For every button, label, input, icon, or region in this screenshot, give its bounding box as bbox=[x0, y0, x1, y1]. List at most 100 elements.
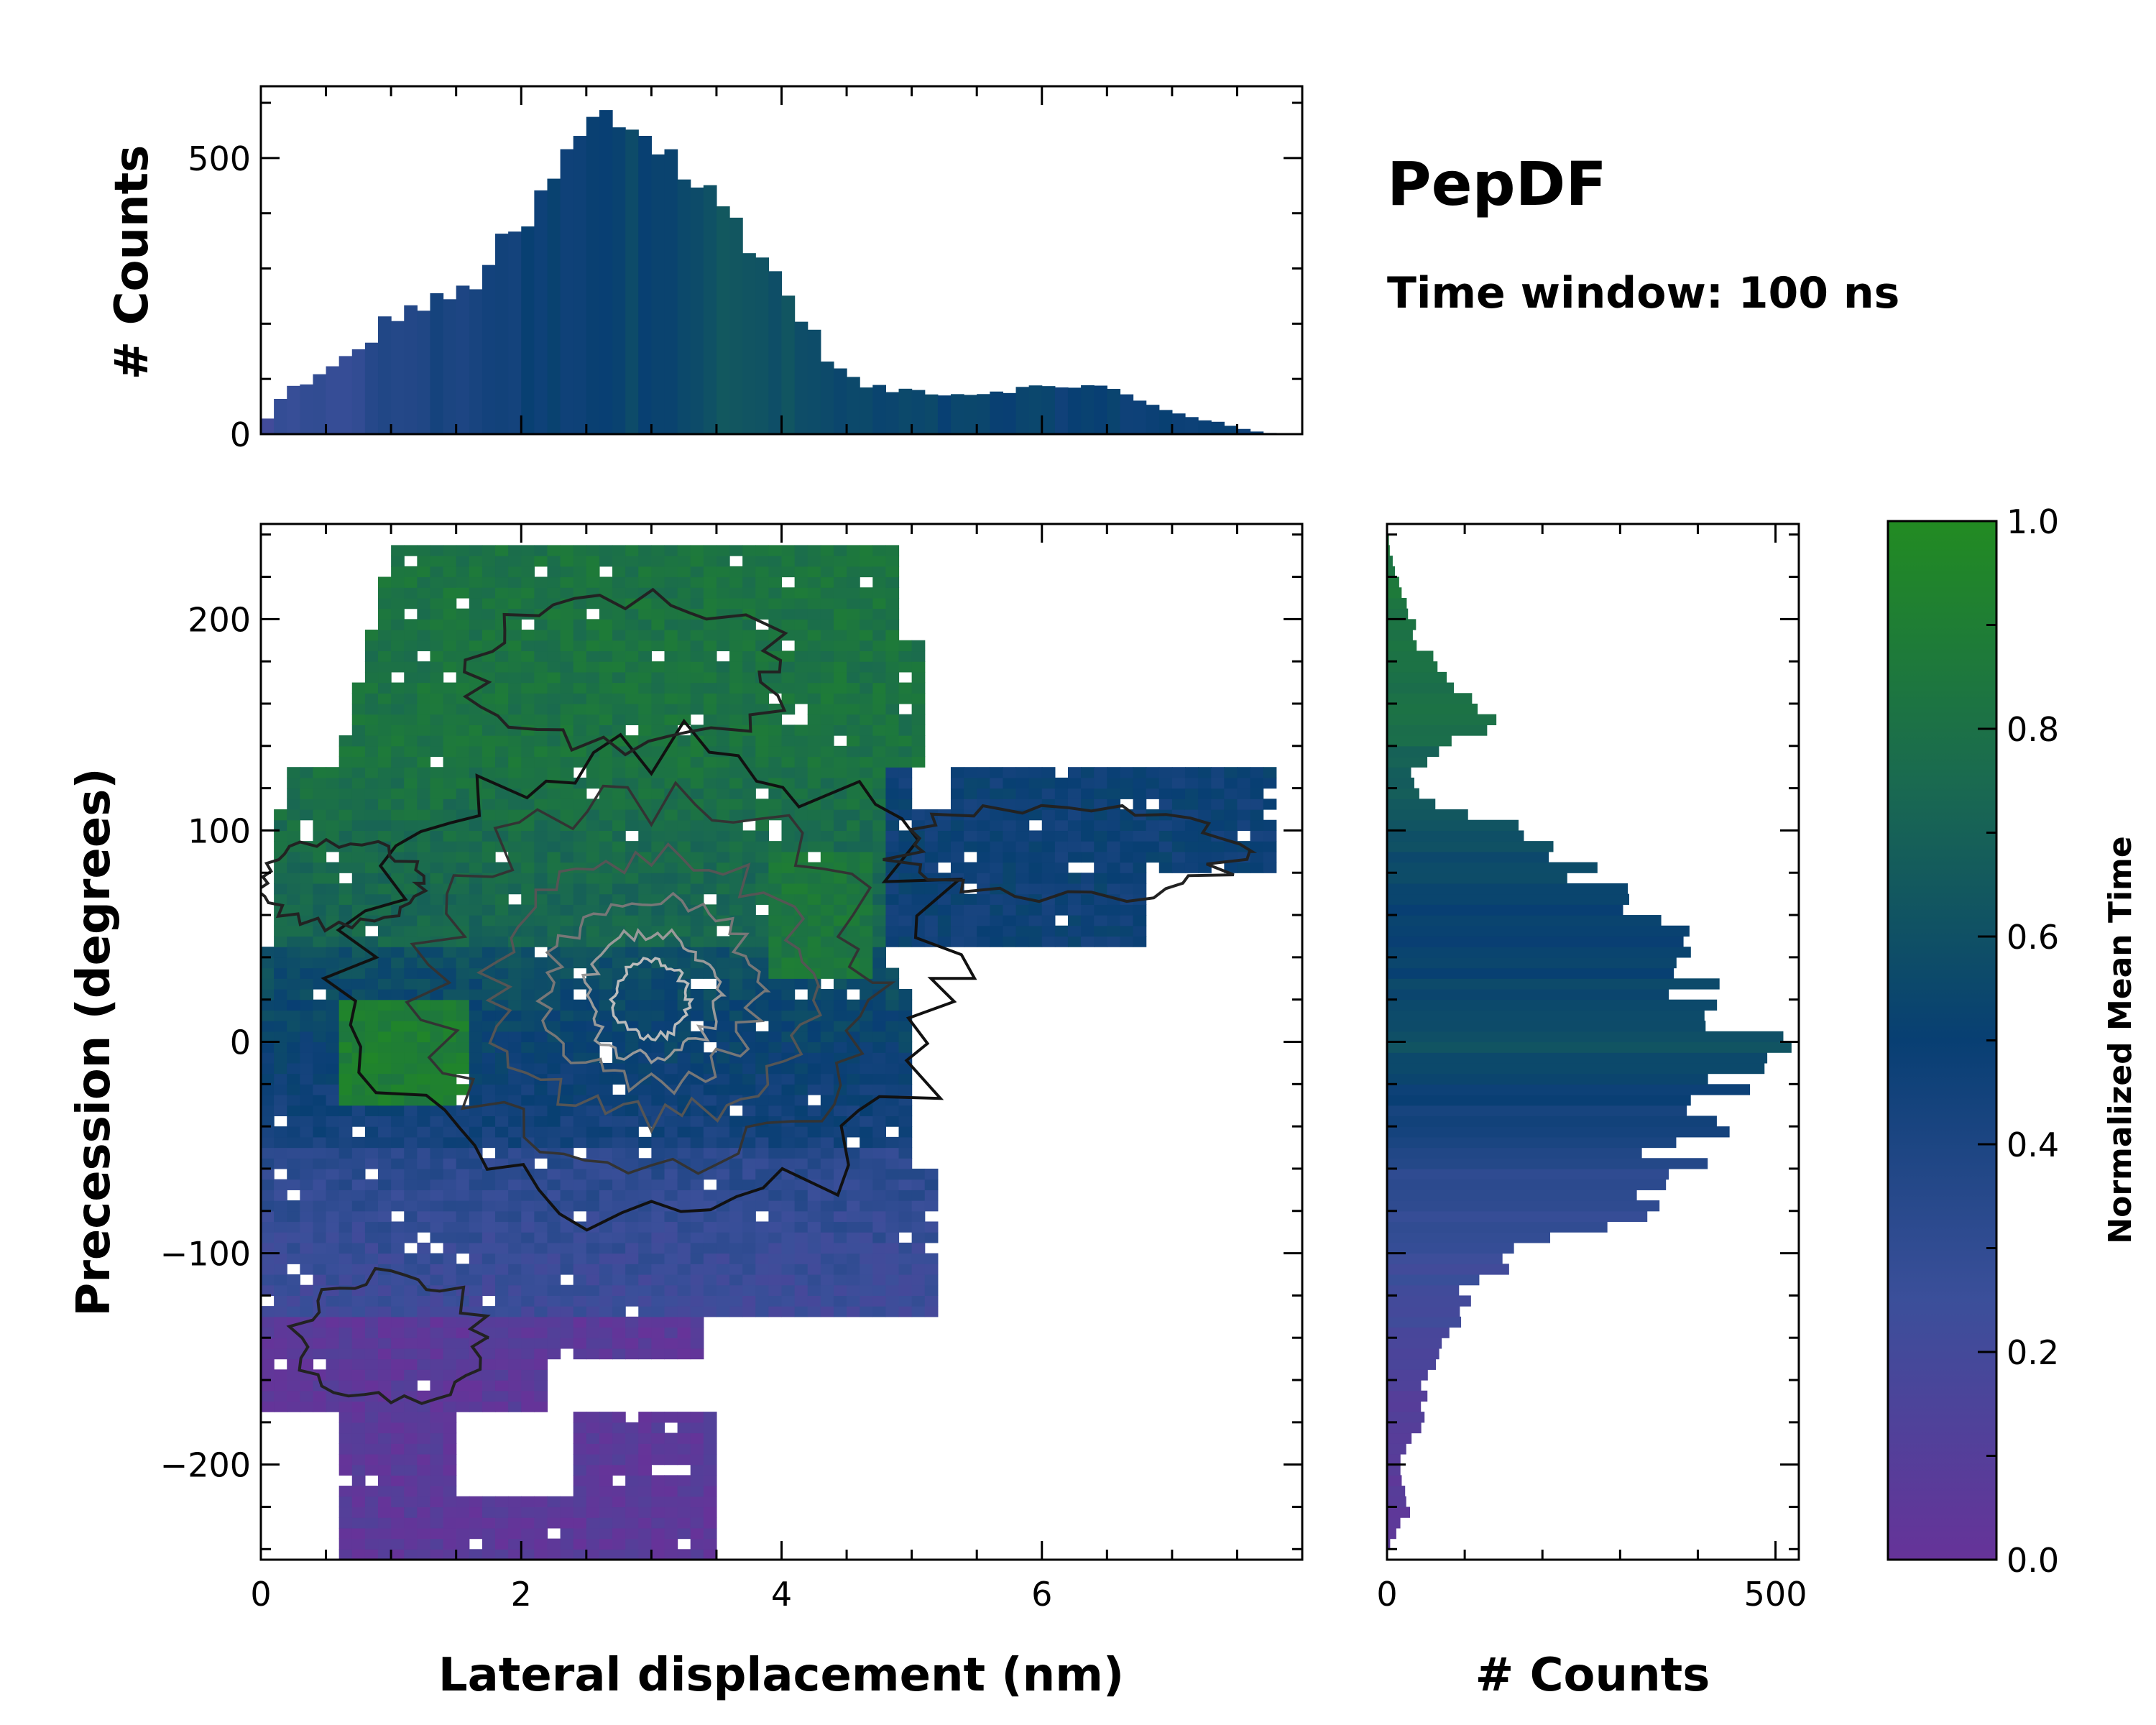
heatmap-cell bbox=[573, 587, 587, 599]
heatmap-cell bbox=[781, 841, 796, 852]
heatmap-cell bbox=[794, 1105, 808, 1117]
heatmap-cell bbox=[977, 893, 990, 905]
heatmap-cell bbox=[508, 1538, 522, 1550]
heatmap-cell bbox=[885, 1264, 900, 1275]
heatmap-cell bbox=[443, 1147, 457, 1159]
heatmap-cell bbox=[378, 883, 392, 895]
heatmap-cell bbox=[364, 967, 379, 979]
heatmap-cell bbox=[521, 1179, 535, 1190]
heatmap-cell bbox=[417, 1453, 431, 1466]
heatmap-cell bbox=[729, 630, 743, 641]
heatmap-cell bbox=[1054, 809, 1069, 821]
heatmap-cell bbox=[560, 936, 574, 947]
heatmap-cell bbox=[612, 841, 626, 852]
heatmap-cell bbox=[1067, 819, 1082, 832]
heatmap-cell bbox=[338, 862, 353, 873]
heatmap-cell bbox=[404, 1200, 418, 1212]
heatmap-cell bbox=[742, 735, 756, 747]
heatmap-cell bbox=[612, 1453, 626, 1466]
heatmap-cell bbox=[612, 809, 626, 821]
heatmap-cell bbox=[274, 873, 287, 884]
heatmap-cell bbox=[417, 545, 431, 556]
heatmap-cell bbox=[456, 1549, 470, 1560]
heatmap-cell bbox=[872, 767, 886, 778]
heatmap-cell bbox=[495, 630, 509, 641]
heatmap-cell bbox=[338, 1358, 353, 1370]
heatmap-cell bbox=[404, 1538, 418, 1550]
heatmap-cell bbox=[573, 830, 587, 842]
heatmap-cell bbox=[690, 1475, 704, 1486]
heatmap-cell bbox=[1015, 883, 1030, 895]
heatmap-cell bbox=[898, 640, 913, 652]
heatmap-cell bbox=[456, 1031, 470, 1043]
heatmap-cell bbox=[287, 893, 300, 905]
heatmap-cell bbox=[847, 1084, 860, 1095]
heatmap-cell bbox=[872, 1221, 886, 1233]
heatmap-cell bbox=[742, 883, 756, 895]
heatmap-cell bbox=[1094, 904, 1107, 916]
heatmap-cell bbox=[833, 1021, 847, 1032]
heatmap-cell bbox=[1171, 767, 1186, 778]
heatmap-cell bbox=[612, 1200, 626, 1212]
heatmap-cell bbox=[456, 988, 470, 1000]
heatmap-cell bbox=[807, 904, 821, 916]
heatmap-cell bbox=[677, 1338, 691, 1349]
heatmap-cell bbox=[742, 936, 756, 947]
heatmap-cell bbox=[625, 1136, 639, 1149]
heatmap-cell bbox=[351, 841, 366, 852]
heatmap-cell bbox=[690, 1443, 704, 1455]
heatmap-cell bbox=[430, 587, 444, 599]
heatmap-cell bbox=[417, 841, 431, 852]
heatmap-cell bbox=[860, 799, 873, 810]
heatmap-cell bbox=[456, 703, 470, 715]
top-histogram-bar bbox=[950, 394, 964, 434]
right-histogram-bar bbox=[1387, 1453, 1401, 1466]
heatmap-cell bbox=[690, 1041, 704, 1053]
heatmap-cell bbox=[768, 1126, 783, 1138]
heatmap-cell bbox=[664, 1147, 678, 1159]
heatmap-cell bbox=[755, 1041, 769, 1053]
heatmap-cell bbox=[612, 1284, 626, 1296]
heatmap-cell bbox=[508, 1306, 522, 1317]
heatmap-cell bbox=[1250, 841, 1264, 852]
heatmap-cell bbox=[378, 1021, 392, 1032]
heatmap-cell bbox=[677, 1443, 691, 1455]
heatmap-cell bbox=[807, 809, 821, 821]
heatmap-cell bbox=[924, 1264, 939, 1275]
heatmap-cell bbox=[364, 1095, 379, 1106]
heatmap-cell bbox=[534, 735, 548, 747]
y-tick-label: 0 bbox=[230, 415, 251, 454]
heatmap-cell bbox=[755, 1095, 769, 1106]
heatmap-cell bbox=[781, 1095, 796, 1106]
top-histogram-bar bbox=[1015, 387, 1030, 434]
heatmap-cell bbox=[534, 851, 548, 863]
heatmap-cell bbox=[482, 1348, 496, 1360]
heatmap-cell bbox=[716, 1073, 730, 1085]
heatmap-cell bbox=[872, 703, 886, 715]
heatmap-cell bbox=[482, 1338, 496, 1349]
heatmap-cell bbox=[404, 915, 418, 926]
heatmap-cell bbox=[456, 883, 470, 895]
heatmap-cell bbox=[456, 735, 470, 747]
heatmap-cell bbox=[651, 1506, 665, 1518]
heatmap-cell bbox=[443, 1295, 457, 1307]
right-histogram-bar bbox=[1387, 1475, 1402, 1486]
heatmap-cell bbox=[573, 1538, 587, 1550]
heatmap-cell bbox=[794, 1284, 808, 1296]
heatmap-cell bbox=[456, 1200, 470, 1212]
heatmap-cell bbox=[534, 756, 548, 768]
heatmap-cell bbox=[990, 925, 1004, 937]
heatmap-cell bbox=[391, 915, 405, 926]
heatmap-cell bbox=[677, 1210, 691, 1223]
heatmap-cell bbox=[690, 1179, 704, 1190]
heatmap-cell bbox=[443, 1158, 457, 1169]
heatmap-cell bbox=[534, 799, 548, 810]
heatmap-cell bbox=[820, 566, 834, 578]
heatmap-cell bbox=[547, 650, 561, 662]
heatmap-cell bbox=[599, 703, 613, 715]
heatmap-cell bbox=[351, 1338, 366, 1349]
heatmap-cell bbox=[521, 640, 535, 652]
heatmap-cell bbox=[391, 1380, 405, 1392]
heatmap-cell bbox=[364, 703, 379, 715]
heatmap-cell bbox=[625, 1486, 639, 1497]
